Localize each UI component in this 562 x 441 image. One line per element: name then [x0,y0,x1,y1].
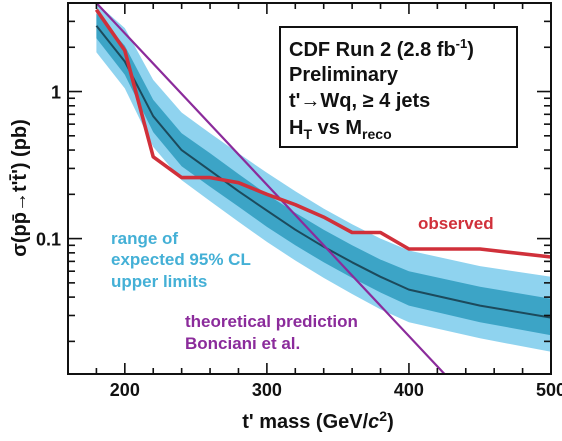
expected-1sigma-band [96,13,551,336]
band-label-line-3: upper limits [111,272,207,291]
x-axis-label-c: c [368,411,379,433]
x-axis-label-close: ) [387,411,394,433]
series-observed [94,8,551,259]
info-line-1: CDF Run 2 (2.8 fb-1) [289,36,474,61]
series-expected-median [95,25,551,319]
y-axis-label: σ(pp̄→t't̄') (pb) [9,119,31,257]
plot-frame [67,2,552,375]
ticks-layer: 200 300 400 500 0.1 1 [36,2,562,400]
y-tick-label: 1 [51,83,61,103]
theory-label-line-1: theoretical prediction [185,312,358,331]
x-tick-label: 300 [252,380,282,400]
x-tick-label: 500 [536,380,562,400]
x-axis-label-exp: 2 [379,408,387,424]
band-label: range of expected 95% CL upper limits [111,229,251,291]
y-axis-title: σ(pp̄→t't̄') (pb) [9,119,31,257]
info-line-4: HT vs Mreco [289,117,392,142]
band-label-line-2: expected 95% CL [111,250,251,269]
x-axis-title: t' mass (GeV/c2) [242,408,394,433]
series-theoretical-prediction [95,3,446,374]
series-layer [94,3,551,374]
expected-2sigma-band [96,3,551,352]
x-tick-label: 400 [394,380,424,400]
x-tick-label: 200 [110,380,140,400]
plot-area [94,3,551,374]
observed-label: observed [418,214,494,233]
theory-label: theoretical prediction Bonciani et al. [185,312,358,353]
info-line-3: t'→Wq, ≥ 4 jets [289,90,430,112]
theory-label-line-2: Bonciani et al. [185,334,300,353]
y-tick-label: 0.1 [36,230,61,250]
band-label-line-1: range of [111,229,178,248]
info-box: CDF Run 2 (2.8 fb-1) Preliminary t'→Wq, … [279,26,518,148]
x-axis-label: t' mass (GeV/ [242,411,368,433]
info-line-2: Preliminary [289,64,399,86]
